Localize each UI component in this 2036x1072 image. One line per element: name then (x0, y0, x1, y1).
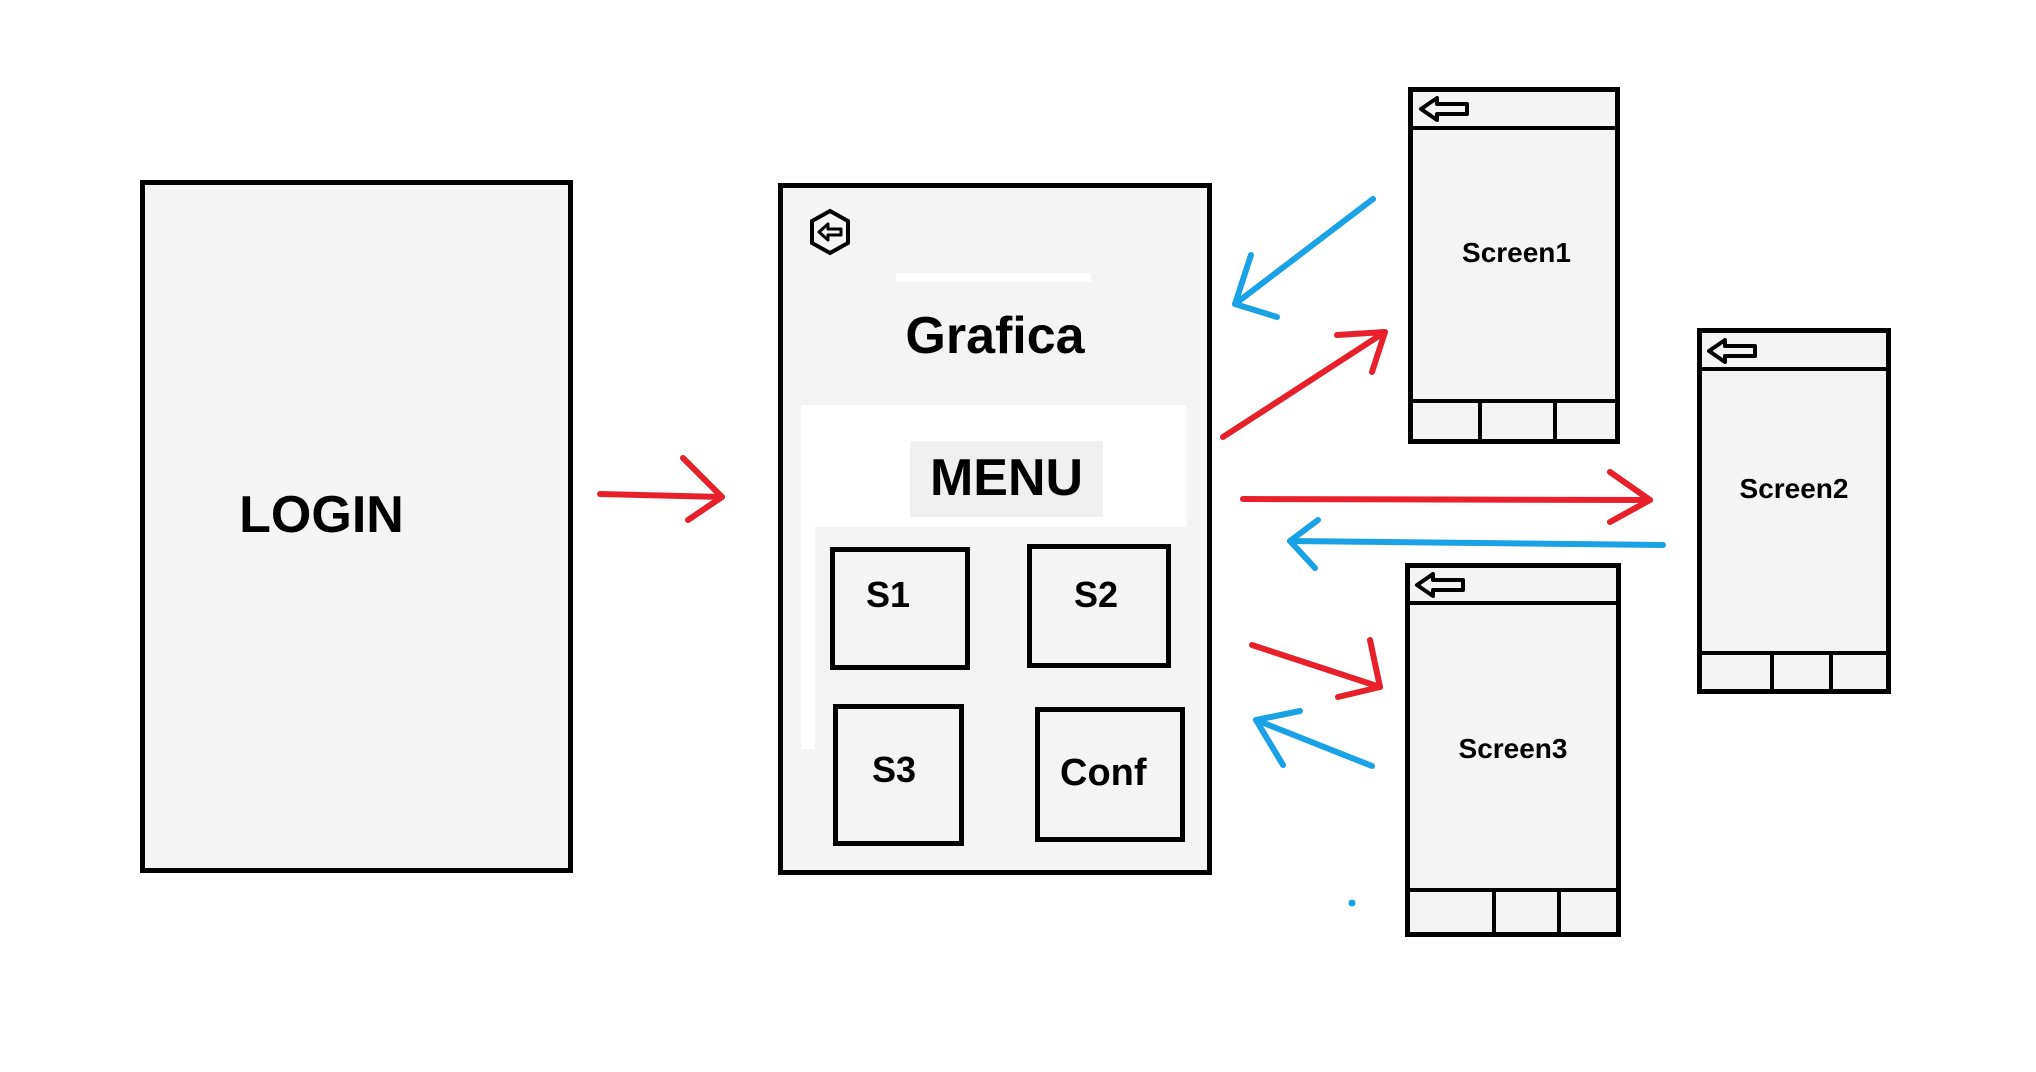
login-to-main-arrow (597, 455, 725, 523)
button-s1[interactable]: S1 (830, 547, 970, 670)
hexagon-back-icon[interactable] (806, 208, 854, 256)
forward-arrows (597, 329, 1653, 700)
screen1-to-main-arrow (1232, 196, 1376, 320)
screen2-header-line (1702, 367, 1886, 371)
back-arrow-icon[interactable] (1413, 571, 1469, 599)
button-conf-label: Conf (1060, 752, 1147, 794)
screen1-footer-line (1413, 399, 1615, 403)
stray-dot (1348, 899, 1356, 907)
main-screen: Grafica MENU S1 S2 S3 Conf (778, 183, 1212, 875)
button-s3[interactable]: S3 (833, 704, 964, 846)
screen2: Screen2 (1697, 328, 1891, 694)
menu-label: MENU (929, 449, 1084, 507)
main-to-screen2-arrow (1240, 469, 1653, 525)
title-bar-strip (896, 273, 1091, 282)
screen1-header-line (1413, 126, 1615, 130)
back-arrow-icon[interactable] (1705, 337, 1761, 365)
button-s2-label: S2 (1074, 574, 1119, 615)
screen3-to-main-arrow (1253, 708, 1375, 769)
screen1-tab-divider (1478, 399, 1482, 439)
screen1: Screen1 (1408, 87, 1620, 444)
screen1-tab-divider (1553, 399, 1557, 439)
button-s1-label: S1 (866, 574, 911, 615)
login-title: LOGIN (239, 486, 404, 544)
screen3-tab-divider (1557, 888, 1561, 932)
screen2-to-main-arrow (1287, 517, 1666, 571)
button-s2[interactable]: S2 (1027, 544, 1171, 668)
screen2-footer-line (1702, 651, 1886, 655)
grid-panel-edge (801, 527, 815, 749)
back-arrow-icon[interactable] (1417, 95, 1473, 123)
main-title: Grafica (905, 307, 1085, 365)
login-screen: LOGIN (140, 180, 573, 873)
screen3-header-line (1410, 601, 1616, 605)
main-to-screen1-arrow (1220, 329, 1388, 440)
main-to-screen3-arrow (1249, 637, 1383, 700)
menu-label-box (910, 441, 1103, 517)
screen3-footer-line (1410, 888, 1616, 892)
back-arrows (1232, 196, 1666, 769)
button-conf[interactable]: Conf (1035, 707, 1185, 842)
screen3-tab-divider (1492, 888, 1496, 932)
screen3-title: Screen3 (1458, 733, 1568, 764)
button-s3-label: S3 (872, 749, 917, 790)
screen3: Screen3 (1405, 563, 1621, 937)
screen2-tab-divider (1770, 651, 1774, 689)
screen2-tab-divider (1829, 651, 1833, 689)
screen2-title: Screen2 (1739, 473, 1849, 504)
screen1-title: Screen1 (1462, 237, 1571, 268)
